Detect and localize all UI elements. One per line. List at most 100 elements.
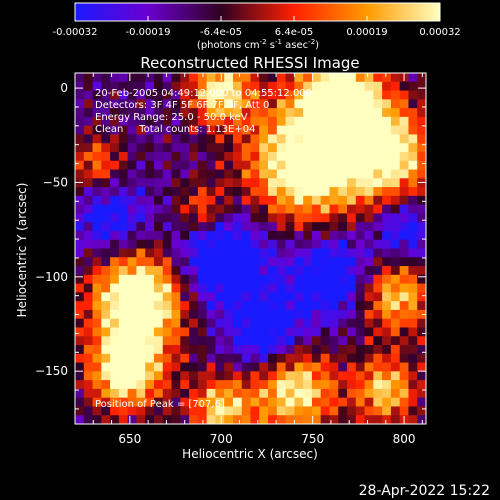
heatmap-cell — [180, 81, 190, 92]
heatmap-cell — [241, 309, 252, 320]
heatmap-cell — [75, 397, 85, 408]
heatmap-cell — [338, 292, 348, 302]
heatmap-cell — [294, 151, 304, 162]
heatmap-cell — [250, 371, 260, 381]
heatmap-cell — [75, 301, 85, 311]
heatmap-cell — [250, 213, 260, 223]
heatmap-cell — [145, 248, 155, 258]
heatmap-cell — [382, 151, 392, 162]
heatmap-cell — [259, 116, 269, 127]
heatmap-cell — [153, 266, 164, 276]
heatmap-cell — [197, 406, 208, 416]
heatmap-cell — [92, 230, 102, 241]
heatmap-cell — [127, 125, 138, 136]
heatmap-cell — [338, 415, 348, 424]
heatmap-cell — [110, 169, 120, 179]
heatmap-cell — [127, 81, 138, 92]
heatmap-cell — [294, 81, 304, 92]
heatmap-cell — [276, 301, 287, 311]
heatmap-cell — [408, 353, 418, 364]
heatmap-cell — [101, 362, 111, 372]
heatmap-cell — [206, 204, 217, 215]
heatmap-cell — [338, 108, 348, 118]
heatmap-cell — [180, 327, 190, 337]
heatmap-cell — [347, 90, 357, 100]
heatmap-cell — [285, 283, 295, 293]
heatmap-cell — [373, 230, 383, 241]
heatmap-cell — [110, 178, 120, 188]
heatmap-cell — [118, 353, 129, 364]
heatmap-cell — [136, 345, 146, 355]
heatmap-cell — [162, 362, 173, 372]
heatmap-cell — [373, 309, 383, 320]
heatmap-cell — [294, 309, 304, 320]
heatmap-cell — [224, 169, 234, 179]
heatmap-cell — [268, 187, 278, 197]
heatmap-cell — [303, 169, 313, 179]
heatmap-cell — [101, 160, 111, 171]
heatmap-cell — [171, 116, 181, 127]
heatmap-cell — [373, 90, 383, 100]
heatmap-cell — [303, 292, 313, 302]
heatmap-cell — [206, 292, 217, 302]
heatmap-cell — [399, 318, 410, 329]
heatmap-cell — [224, 301, 234, 311]
heatmap-cell — [329, 195, 339, 206]
heatmap-cell — [347, 309, 357, 320]
heatmap-cell — [83, 222, 94, 232]
heatmap-cell — [83, 380, 94, 390]
heatmap-cell — [390, 292, 401, 302]
heatmap-cell — [276, 397, 287, 408]
heatmap-cell — [268, 388, 278, 399]
heatmap-cell — [408, 362, 418, 372]
heatmap-cell — [320, 283, 331, 293]
heatmap-cell — [303, 90, 313, 100]
heatmap-cell — [276, 108, 287, 118]
heatmap-cell — [276, 292, 287, 302]
heatmap-cell — [408, 388, 418, 399]
heatmap-cell — [197, 309, 208, 320]
heatmap-cell — [355, 81, 366, 92]
heatmap-cell — [355, 187, 366, 197]
heatmap-cell — [285, 274, 295, 285]
heatmap-cell — [153, 318, 164, 329]
heatmap-cell — [285, 380, 295, 390]
heatmap-cell — [320, 195, 331, 206]
heatmap-cell — [92, 248, 102, 258]
heatmap-cell — [382, 195, 392, 206]
info-line: Detectors: 3F 4F 5F 6F 7F 8F, Att 0 — [95, 100, 269, 111]
heatmap-cell — [197, 116, 208, 127]
heatmap-cell — [285, 187, 295, 197]
heatmap-cell — [303, 99, 313, 109]
heatmap-cell — [250, 90, 260, 100]
heatmap-cell — [75, 388, 85, 399]
heatmap-cell — [294, 266, 304, 276]
heatmap-cell — [145, 371, 155, 381]
heatmap-cell — [171, 125, 181, 136]
heatmap-cell — [294, 301, 304, 311]
heatmap-cell — [259, 99, 269, 109]
heatmap-cell — [171, 195, 181, 206]
heatmap-cell — [118, 160, 129, 171]
heatmap-cell — [110, 406, 120, 416]
heatmap-cell — [224, 151, 234, 162]
heatmap-cell — [180, 151, 190, 162]
heatmap-cell — [417, 388, 426, 399]
heatmap-cell — [250, 160, 260, 171]
heatmap-cell — [311, 143, 322, 153]
heatmap-cell — [118, 143, 129, 153]
heatmap-cell — [145, 345, 155, 355]
heatmap-cell — [215, 318, 225, 329]
heatmap-cell — [224, 353, 234, 364]
heatmap-cell — [189, 187, 199, 197]
heatmap-cell — [338, 187, 348, 197]
heatmap-cell — [101, 204, 111, 215]
heatmap-cell — [83, 178, 94, 188]
heatmap-cell — [92, 151, 102, 162]
heatmap-cell — [224, 73, 234, 83]
heatmap-cell — [417, 222, 426, 232]
heatmap-cell — [145, 362, 155, 372]
heatmap-cell — [180, 187, 190, 197]
heatmap-cell — [294, 353, 304, 364]
